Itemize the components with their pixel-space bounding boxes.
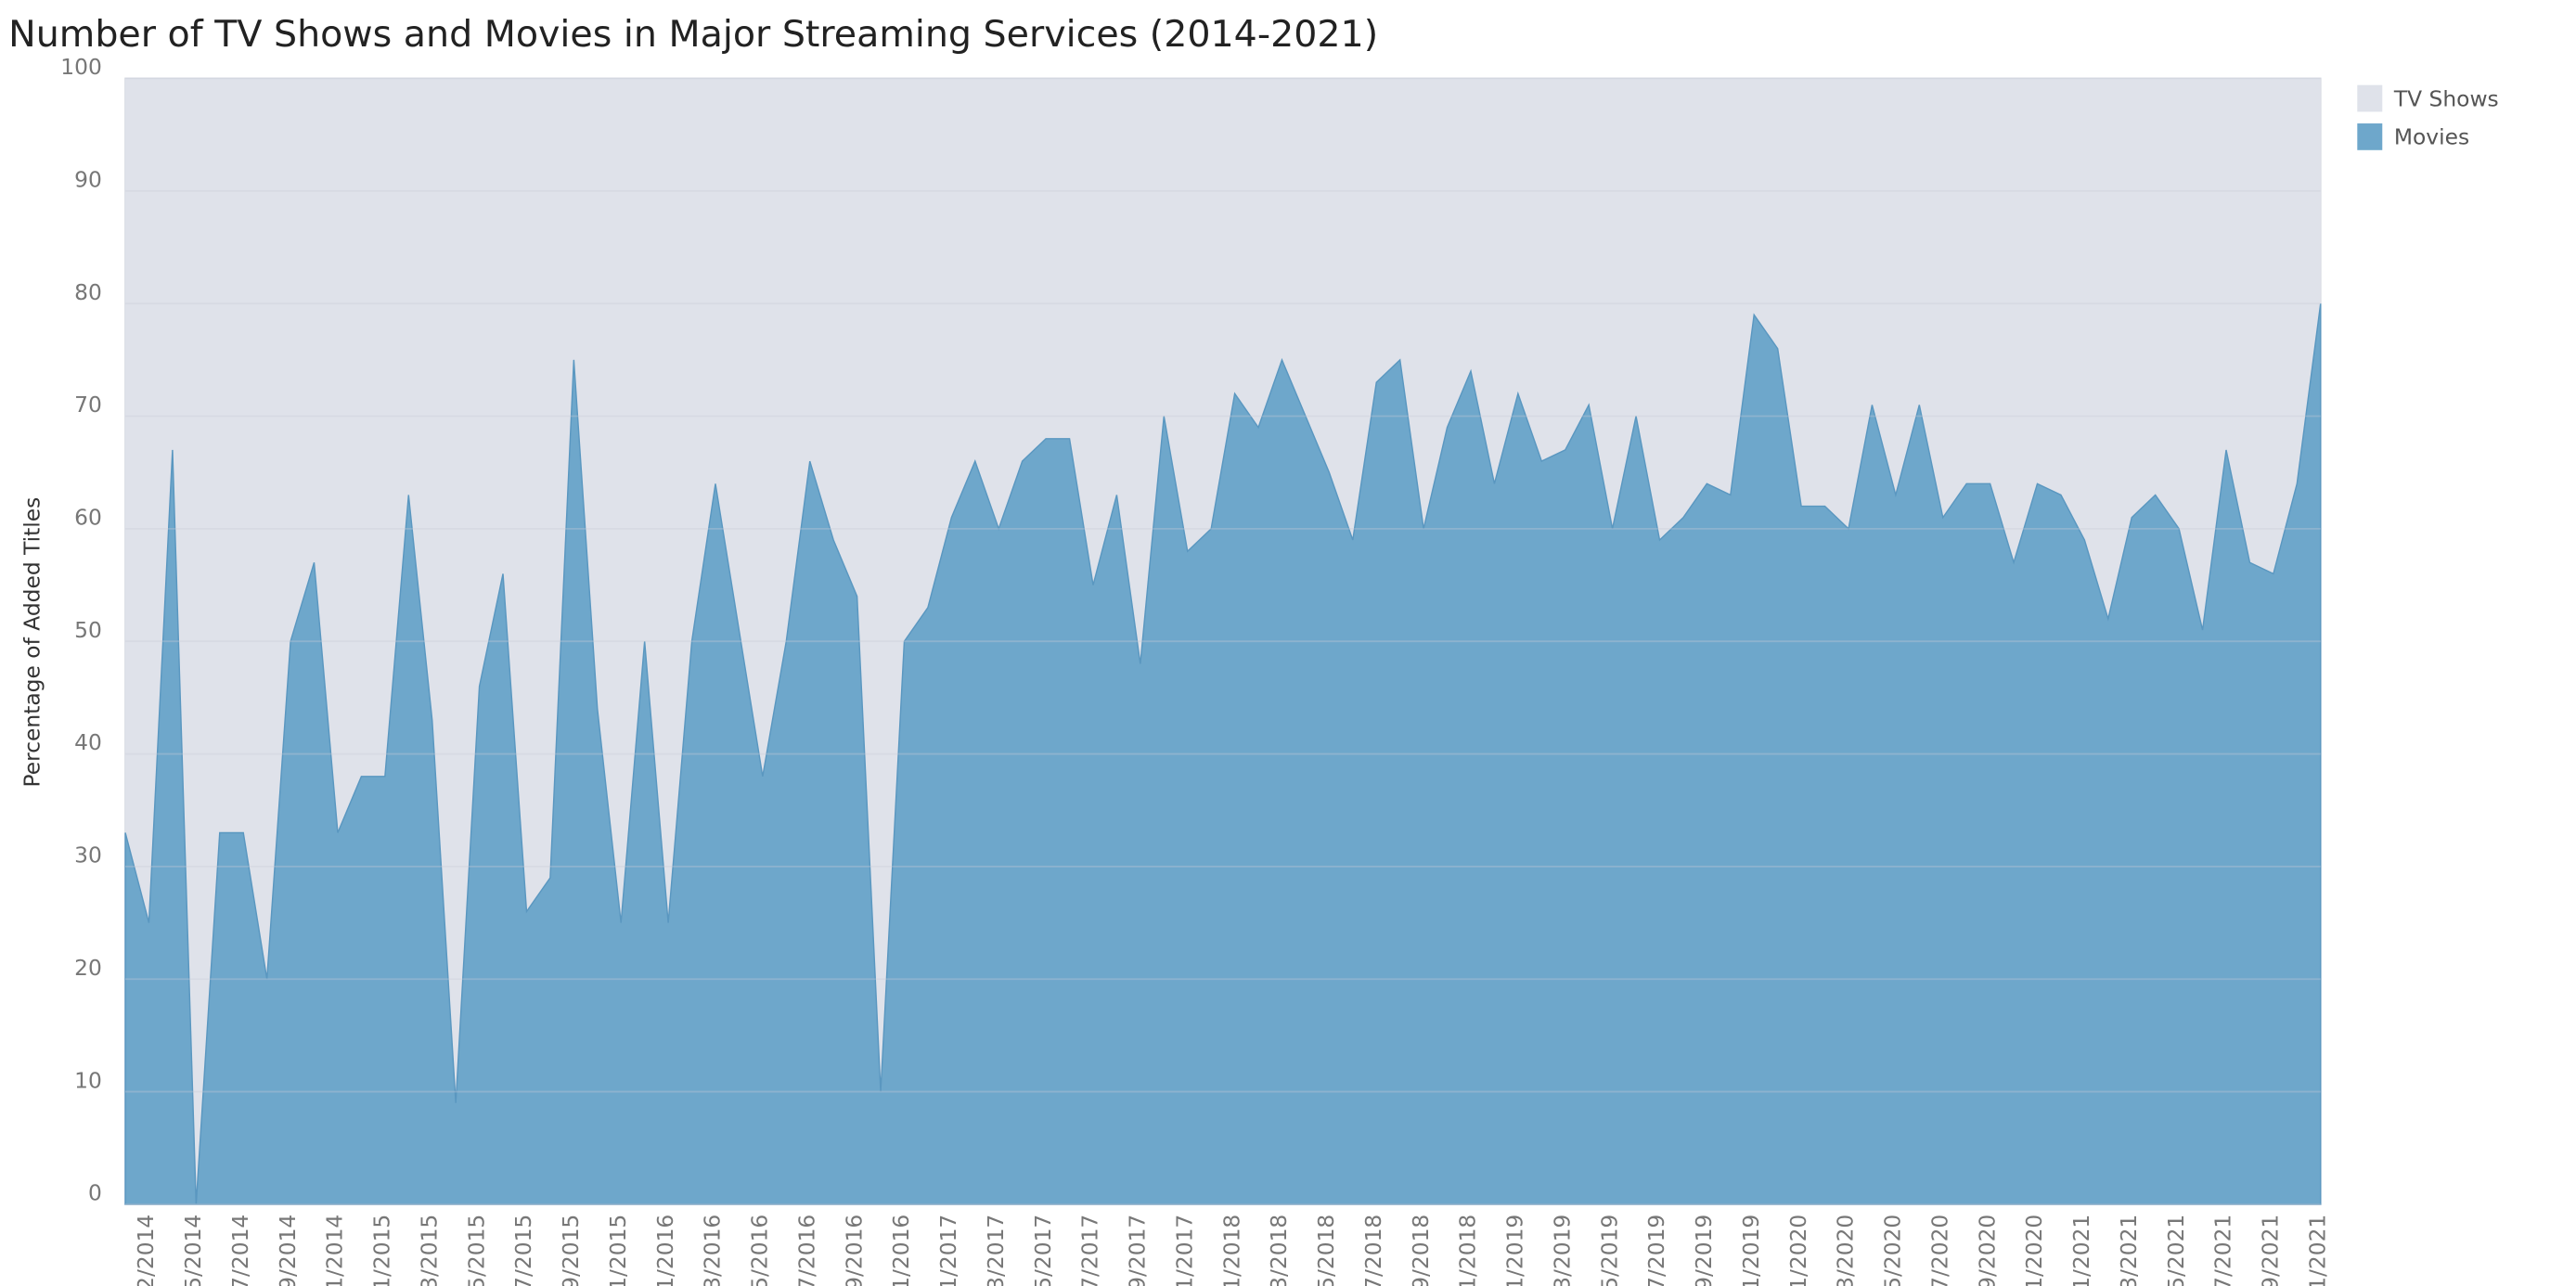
x-tick-label: 7/2021 [2210,1215,2236,1286]
x-tick-label: 11/2020 [2021,1215,2047,1286]
x-tick-label: 11/2018 [1455,1215,1481,1286]
x-tick-label: 3/2020 [1833,1215,1859,1286]
x-tick-label: 9/2019 [1691,1215,1717,1286]
x-tick-label: 11/2021 [2304,1215,2330,1286]
x-tick-label: 7/2019 [1643,1215,1669,1286]
legend-label: Movies [2394,124,2469,150]
x-tick-label: 3/2016 [700,1215,726,1286]
legend-item: TV Shows [2357,84,2499,112]
x-tick-label: 3/2015 [416,1215,442,1286]
x-tick-label: 7/2017 [1077,1215,1103,1286]
x-tick-label: 9/2017 [1125,1215,1151,1286]
y-tick-label: 90 [74,167,102,193]
x-tick-label: 1/2017 [935,1215,961,1286]
area-movies [124,303,2322,1205]
legend-swatch [2357,84,2383,112]
x-tick-label: 9/2014 [275,1215,301,1286]
x-tick-label: 3/2017 [983,1215,1009,1286]
legend-swatch [2357,123,2383,150]
x-tick-label: 3/2021 [2116,1215,2142,1286]
x-tick-label: 9/2020 [1974,1215,2000,1286]
y-tick-label: 60 [74,505,102,531]
x-tick-label: 7/2018 [1360,1215,1386,1286]
x-tick-label: 5/2014 [180,1215,206,1286]
y-tick-label: 100 [60,54,102,80]
x-tick-label: 5/2016 [747,1215,773,1286]
x-tick-label: 11/2014 [322,1215,348,1286]
x-tick-label: 9/2018 [1408,1215,1434,1286]
x-tick-label: 11/2015 [605,1215,631,1286]
x-tick-label: 7/2015 [510,1215,536,1286]
x-tick-label: 7/2014 [227,1215,253,1286]
y-tick-label: 30 [74,842,102,868]
x-tick-label: 3/2019 [1549,1215,1575,1286]
x-tick-label: 5/2019 [1596,1215,1622,1286]
y-tick-label: 10 [74,1067,102,1093]
x-tick-label: 7/2016 [793,1215,819,1286]
x-tick-label: 9/2021 [2258,1215,2284,1286]
x-tick-label: 5/2021 [2163,1215,2189,1286]
x-tick-label: 11/2017 [1171,1215,1197,1286]
x-tick-label: 1/2016 [652,1215,678,1286]
y-tick-label: 50 [74,617,102,643]
x-tick-label: 7/2020 [1926,1215,1952,1286]
y-tick-label: 70 [74,392,102,418]
x-tick-label: 5/2015 [463,1215,489,1286]
legend-label: TV Shows [2393,85,2499,111]
y-tick-label: 0 [88,1180,102,1206]
x-tick-label: 1/2018 [1218,1215,1244,1286]
x-tick-label: 9/2016 [841,1215,867,1286]
x-tick-label: 5/2017 [1030,1215,1056,1286]
y-tick-label: 80 [74,279,102,305]
x-tick-label: 1/2020 [1785,1215,1811,1286]
y-tick-label: 20 [74,955,102,981]
x-tick-label: 3/2018 [1266,1215,1292,1286]
x-tick-label: 5/2018 [1313,1215,1339,1286]
chart-title: Number of TV Shows and Movies in Major S… [8,13,1378,56]
x-tick-label: 1/2019 [1502,1215,1528,1286]
x-tick-label: 1/2021 [2068,1215,2094,1286]
x-tick-label: 1/2015 [369,1215,395,1286]
x-tick-label: 11/2016 [888,1215,914,1286]
y-axis-title: Percentage of Added Titles [19,497,45,788]
x-tick-label: 2/2014 [133,1215,159,1286]
x-tick-label: 9/2015 [558,1215,584,1286]
x-tick-label: 5/2020 [1880,1215,1906,1286]
x-tick-label: 11/2019 [1738,1215,1764,1286]
y-tick-label: 40 [74,729,102,755]
legend-item: Movies [2357,123,2469,150]
